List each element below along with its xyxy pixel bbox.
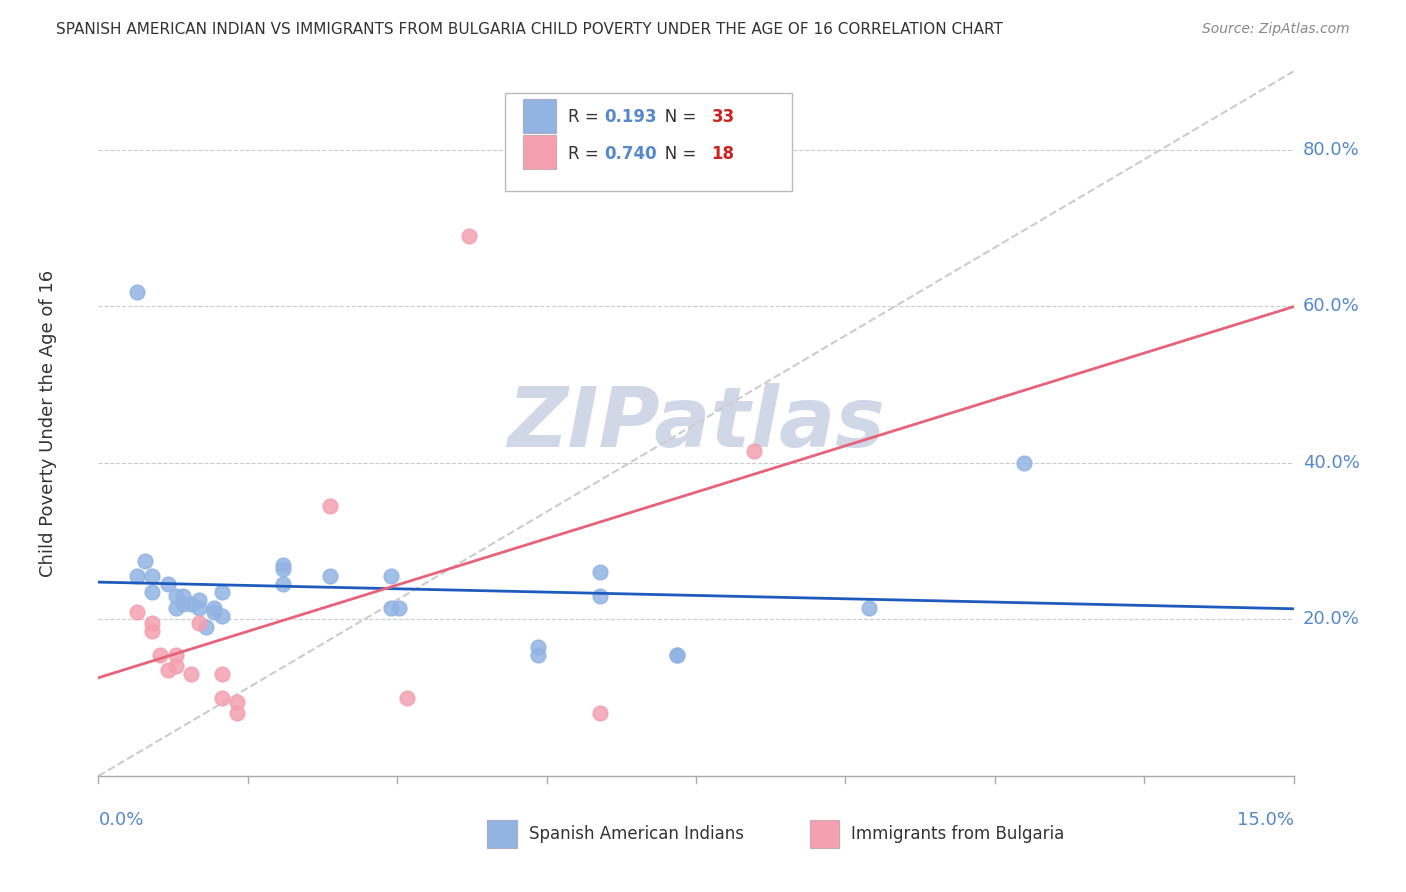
Point: [156, 577, 179, 591]
Point: [226, 706, 249, 721]
Point: [180, 597, 202, 611]
Point: [858, 600, 880, 615]
Point: [156, 664, 179, 678]
Text: 33: 33: [711, 108, 735, 126]
Text: Spanish American Indians: Spanish American Indians: [529, 825, 744, 843]
Point: [380, 569, 402, 583]
Point: [202, 605, 225, 619]
Text: R =: R =: [568, 108, 605, 126]
Point: [172, 589, 194, 603]
Point: [202, 600, 225, 615]
Text: 0.740: 0.740: [605, 145, 657, 163]
Point: [172, 597, 194, 611]
Point: [149, 648, 172, 662]
Text: Child Poverty Under the Age of 16: Child Poverty Under the Age of 16: [39, 270, 58, 577]
Point: [527, 648, 550, 662]
Point: [165, 648, 187, 662]
Point: [1012, 456, 1035, 470]
Point: [319, 499, 342, 513]
Point: [165, 600, 187, 615]
Text: ZIPatlas: ZIPatlas: [508, 384, 884, 464]
Text: 60.0%: 60.0%: [1303, 297, 1360, 315]
Point: [187, 592, 209, 607]
Text: N =: N =: [650, 108, 702, 126]
Point: [388, 600, 411, 615]
Point: [742, 444, 765, 458]
Point: [665, 648, 688, 662]
Text: 0.193: 0.193: [605, 108, 657, 126]
Point: [273, 558, 295, 572]
Point: [319, 569, 342, 583]
Text: 18: 18: [711, 145, 734, 163]
Text: Source: ZipAtlas.com: Source: ZipAtlas.com: [1202, 22, 1350, 37]
Point: [165, 589, 187, 603]
Point: [141, 616, 163, 631]
Point: [187, 616, 209, 631]
Point: [211, 608, 233, 623]
Bar: [523, 136, 557, 169]
Text: 40.0%: 40.0%: [1303, 454, 1360, 472]
Text: 15.0%: 15.0%: [1236, 812, 1294, 830]
Point: [211, 667, 233, 681]
Text: 80.0%: 80.0%: [1303, 141, 1360, 159]
Point: [665, 648, 688, 662]
Point: [125, 605, 148, 619]
Point: [141, 585, 163, 599]
Point: [125, 569, 148, 583]
Point: [588, 589, 610, 603]
Point: [134, 554, 156, 568]
Point: [125, 285, 148, 300]
Point: [457, 228, 479, 243]
Text: 20.0%: 20.0%: [1303, 610, 1360, 629]
FancyBboxPatch shape: [505, 93, 792, 191]
Point: [141, 569, 163, 583]
Point: [165, 659, 187, 673]
Point: [527, 640, 550, 654]
Point: [187, 600, 209, 615]
Point: [180, 667, 202, 681]
Point: [395, 690, 418, 705]
Point: [211, 585, 233, 599]
Text: R =: R =: [568, 145, 605, 163]
Point: [380, 600, 402, 615]
Point: [588, 706, 610, 721]
Bar: [810, 820, 839, 848]
Point: [588, 566, 610, 580]
Point: [273, 577, 295, 591]
Bar: [523, 99, 557, 133]
Text: 0.0%: 0.0%: [98, 812, 143, 830]
Point: [211, 690, 233, 705]
Text: Immigrants from Bulgaria: Immigrants from Bulgaria: [852, 825, 1064, 843]
Point: [141, 624, 163, 639]
Point: [273, 561, 295, 575]
Text: N =: N =: [650, 145, 702, 163]
Bar: [486, 820, 517, 848]
Point: [226, 695, 249, 709]
Point: [195, 620, 218, 634]
Text: SPANISH AMERICAN INDIAN VS IMMIGRANTS FROM BULGARIA CHILD POVERTY UNDER THE AGE : SPANISH AMERICAN INDIAN VS IMMIGRANTS FR…: [56, 22, 1002, 37]
